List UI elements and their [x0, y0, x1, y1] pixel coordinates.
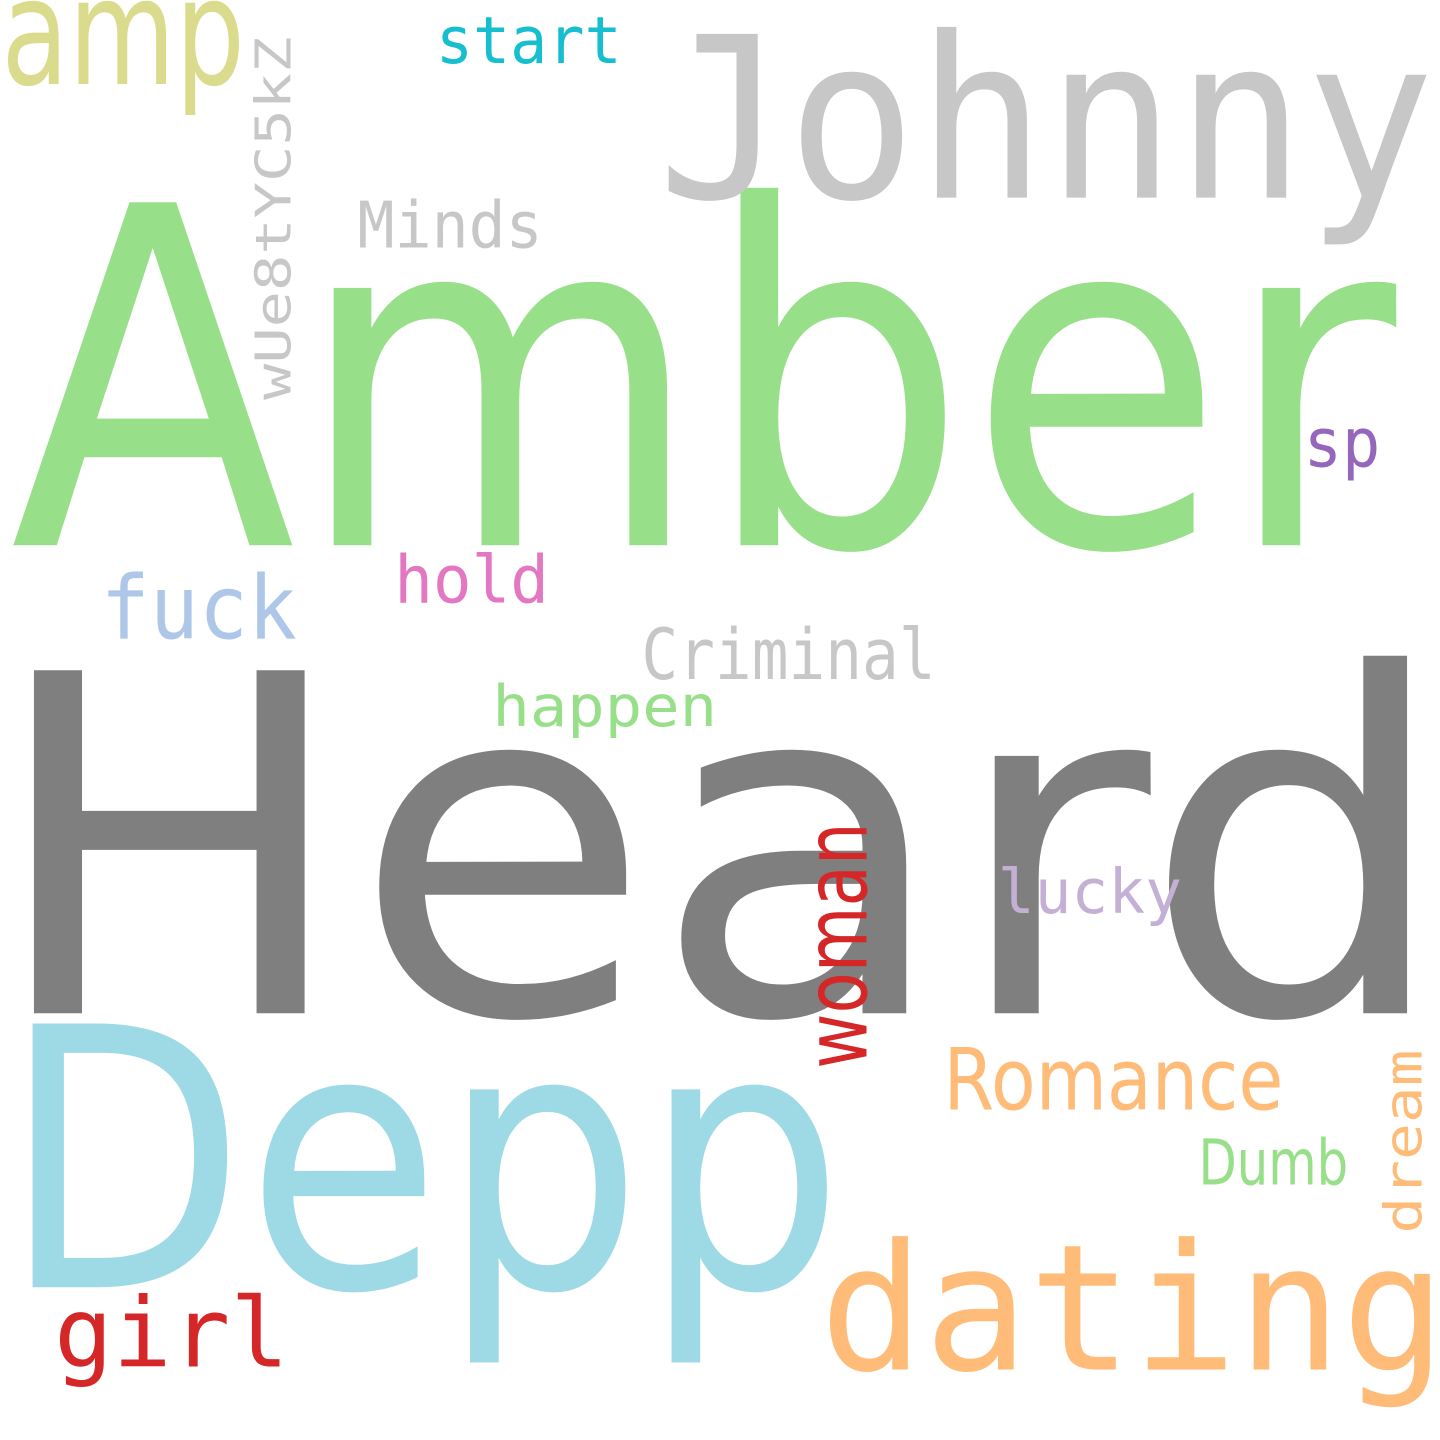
word-johnny: Johnny [657, 0, 1435, 252]
word-hold: hold [394, 541, 549, 619]
word-criminal: Criminal [641, 613, 936, 696]
word-dating: dating [819, 1206, 1440, 1412]
word-start: start [435, 2, 622, 79]
word-dream: dream [1374, 1049, 1435, 1234]
word-woman: woman [786, 822, 888, 1069]
word-depp: Depp [1, 950, 845, 1375]
word-minds: Minds [357, 187, 543, 263]
word-code: wUe8tYC5kZ [244, 36, 303, 400]
word-happen: happen [492, 673, 718, 740]
word-heard: Heard [0, 575, 1440, 1127]
word-romance: Romance [943, 1030, 1284, 1131]
word-sp: sp [1303, 403, 1381, 483]
word-amp: amp [1, 0, 245, 120]
word-fuck: fuck [100, 556, 297, 660]
word-amber: Amber [10, 107, 1397, 659]
word-lucky: lucky [997, 855, 1182, 928]
word-girl: girl [54, 1277, 289, 1390]
word-dumb: Dumb [1198, 1126, 1349, 1200]
